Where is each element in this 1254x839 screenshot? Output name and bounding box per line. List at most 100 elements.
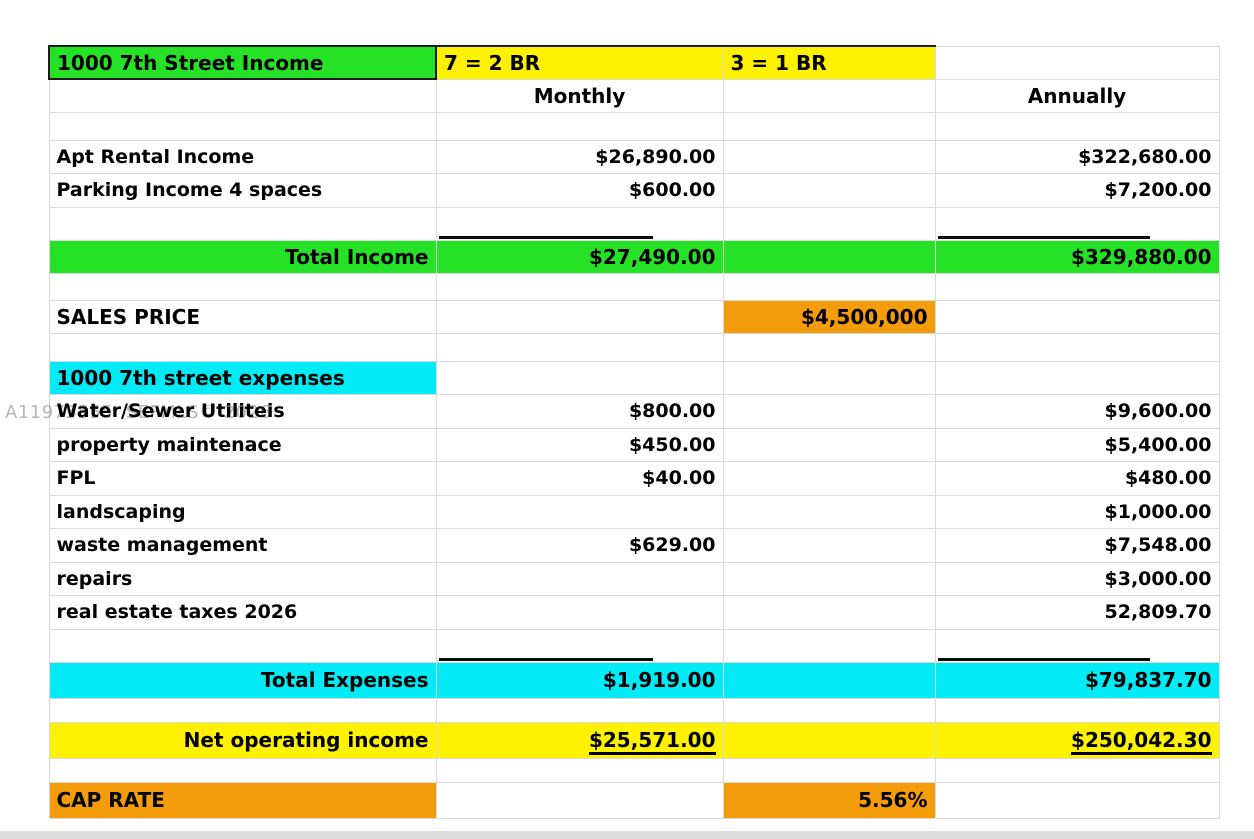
empty-cell	[48, 272, 437, 301]
expense-row: waste management $629.00 $7,548.00	[48, 527, 1220, 563]
noi-annual-value: $250,042.30	[1071, 728, 1212, 755]
cap-rate-value-cell: 5.56%	[722, 781, 936, 819]
sum-line	[937, 657, 1150, 661]
empty-cell	[722, 628, 936, 663]
expense-row: property maintenace $450.00 $5,400.00	[48, 427, 1220, 462]
income-monthly-cell: $26,890.00	[435, 139, 724, 174]
total-expenses-row: Total Expenses $1,919.00 $79,837.70	[48, 661, 1220, 699]
header-row: 1000 7th Street Income 7 = 2 BR 3 = 1 BR	[48, 45, 1220, 80]
sales-price-label-cell: SALES PRICE	[48, 299, 437, 334]
sum-line-cell	[934, 628, 1220, 663]
empty-cell	[934, 757, 1220, 783]
empty-cell	[722, 757, 936, 783]
empty-cell	[722, 527, 936, 563]
expense-row: Water/Sewer Utiliteis $800.00 $9,600.00	[48, 393, 1220, 429]
sum-line	[438, 235, 653, 239]
expense-monthly-cell: $800.00	[435, 393, 724, 429]
empty-cell	[722, 139, 936, 174]
expense-label-cell: real estate taxes 2026	[48, 594, 437, 630]
empty-cell	[722, 272, 936, 301]
empty-cell	[934, 781, 1220, 819]
expense-label-cell: landscaping	[48, 494, 437, 529]
expense-row: real estate taxes 2026 52,809.70	[48, 594, 1220, 630]
expense-monthly-cell: $629.00	[435, 527, 724, 563]
expense-row: repairs $3,000.00	[48, 561, 1220, 596]
expense-monthly-cell	[435, 494, 724, 529]
income-annual-cell: $7,200.00	[934, 172, 1220, 208]
blank-row	[48, 272, 1220, 301]
expense-monthly-cell	[435, 594, 724, 630]
total-expenses-monthly-cell: $1,919.00	[435, 661, 724, 699]
empty-cell	[722, 427, 936, 462]
mls-watermark: A11975555 SEFMLS© 2026	[5, 402, 272, 423]
empty-cell	[934, 332, 1220, 362]
sheet-title-cell: 1000 7th Street Income	[48, 45, 437, 80]
expense-monthly-cell: $40.00	[435, 460, 724, 496]
empty-cell	[48, 206, 437, 241]
empty-cell	[722, 239, 936, 274]
empty-cell	[934, 272, 1220, 301]
monthly-column-header: Monthly	[435, 78, 724, 113]
empty-cell	[48, 628, 437, 663]
sum-line-cell	[435, 628, 724, 663]
expense-label-cell: FPL	[48, 460, 437, 496]
total-expenses-annual-cell: $79,837.70	[934, 661, 1220, 699]
expense-label-cell: property maintenace	[48, 427, 437, 462]
sum-line	[937, 235, 1150, 239]
expense-monthly-cell: $450.00	[435, 427, 724, 462]
income-expense-table: 1000 7th Street Income 7 = 2 BR 3 = 1 BR…	[48, 45, 1220, 819]
cap-rate-label-cell: CAP RATE	[48, 781, 437, 819]
empty-cell	[435, 332, 724, 362]
expense-label-cell: Water/Sewer Utiliteis	[48, 393, 437, 429]
sales-price-row: SALES PRICE $4,500,000	[48, 299, 1220, 334]
empty-cell	[435, 272, 724, 301]
expense-annual-cell: 52,809.70	[934, 594, 1220, 630]
expenses-header-row: 1000 7th street expenses	[48, 360, 1220, 395]
empty-cell	[435, 757, 724, 783]
empty-cell	[934, 360, 1220, 395]
sum-line	[438, 657, 653, 661]
empty-cell	[435, 781, 724, 819]
expense-label-cell: waste management	[48, 527, 437, 563]
expense-annual-cell: $480.00	[934, 460, 1220, 496]
total-income-monthly-cell: $27,490.00	[435, 239, 724, 274]
cap-rate-row: CAP RATE 5.56%	[48, 781, 1220, 819]
empty-cell	[48, 78, 437, 113]
noi-annual-cell: $250,042.30	[934, 721, 1220, 759]
expense-row: FPL $40.00 $480.00	[48, 460, 1220, 496]
blank-row	[48, 111, 1220, 141]
empty-cell	[934, 299, 1220, 334]
empty-cell	[435, 299, 724, 334]
empty-cell	[435, 697, 724, 723]
empty-cell	[722, 393, 936, 429]
noi-monthly-cell: $25,571.00	[435, 721, 724, 759]
sum-line-row	[48, 206, 1220, 241]
expense-annual-cell: $1,000.00	[934, 494, 1220, 529]
blank-row	[48, 757, 1220, 783]
unit-mix-1br-cell: 3 = 1 BR	[722, 45, 936, 80]
page-bottom-edge	[0, 831, 1254, 839]
total-income-row: Total Income $27,490.00 $329,880.00	[48, 239, 1220, 274]
expense-annual-cell: $5,400.00	[934, 427, 1220, 462]
empty-cell	[48, 757, 437, 783]
empty-cell	[722, 172, 936, 208]
noi-monthly-value: $25,571.00	[588, 728, 716, 755]
column-header-row: Monthly Annually	[48, 78, 1220, 113]
income-label-cell: Apt Rental Income	[48, 139, 437, 174]
empty-cell	[722, 721, 936, 759]
blank-row	[48, 332, 1220, 362]
sum-line-row	[48, 628, 1220, 663]
net-operating-income-row: Net operating income $25,571.00 $250,042…	[48, 721, 1220, 759]
empty-cell	[48, 332, 437, 362]
empty-cell	[722, 594, 936, 630]
empty-cell	[722, 206, 936, 241]
empty-cell	[934, 45, 1220, 80]
unit-mix-2br-cell: 7 = 2 BR	[435, 45, 724, 80]
annually-column-header: Annually	[934, 78, 1220, 113]
income-annual-cell: $322,680.00	[934, 139, 1220, 174]
empty-cell	[722, 661, 936, 699]
empty-cell	[48, 111, 437, 141]
empty-cell	[435, 360, 724, 395]
blank-row	[48, 697, 1220, 723]
